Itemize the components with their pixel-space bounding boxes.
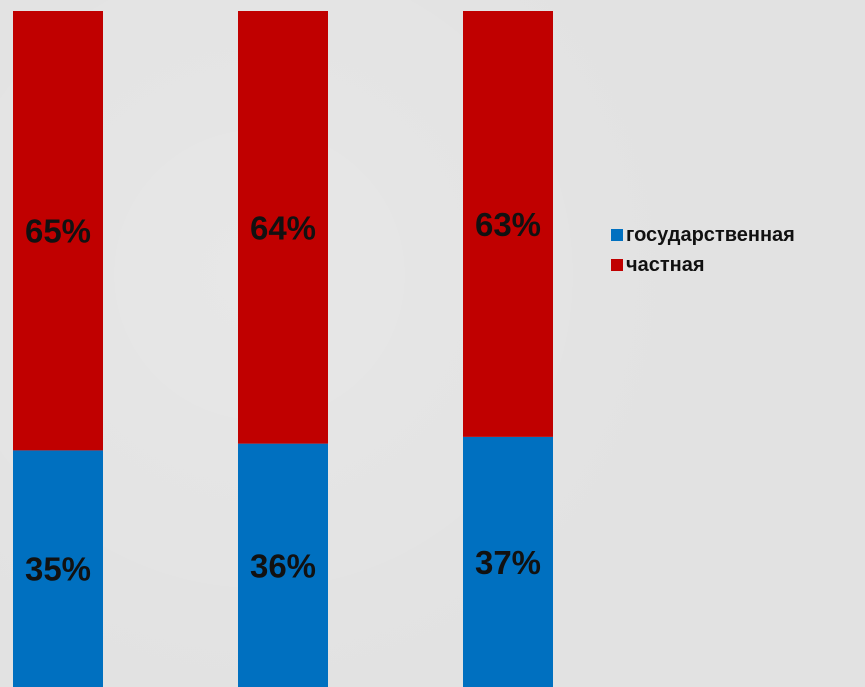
data-labels-layer: 35% 65% 36% 64% 37% 63% — [25, 206, 541, 588]
bars-layer — [13, 11, 553, 687]
legend: государственная частная — [611, 224, 795, 276]
bar-segment-state-1 — [13, 450, 103, 687]
legend-label-private: частная — [626, 254, 705, 276]
data-label-private-1: 65% — [25, 213, 91, 250]
bar-segment-private-1 — [13, 11, 103, 451]
legend-swatch-state — [611, 229, 623, 241]
data-label-private-2: 64% — [250, 209, 316, 246]
bar-segment-private-3 — [463, 11, 553, 437]
legend-item-state: государственная — [611, 224, 795, 246]
legend-swatch-private — [611, 259, 623, 271]
legend-label-state: государственная — [626, 224, 795, 246]
data-label-state-2: 36% — [250, 547, 316, 584]
bar-segment-private-2 — [238, 11, 328, 444]
bar-segment-state-2 — [238, 443, 328, 687]
bar-segment-state-3 — [463, 436, 553, 687]
data-label-state-3: 37% — [475, 544, 541, 581]
legend-item-private: частная — [611, 254, 705, 276]
data-label-state-1: 35% — [25, 551, 91, 588]
data-label-private-3: 63% — [475, 206, 541, 243]
